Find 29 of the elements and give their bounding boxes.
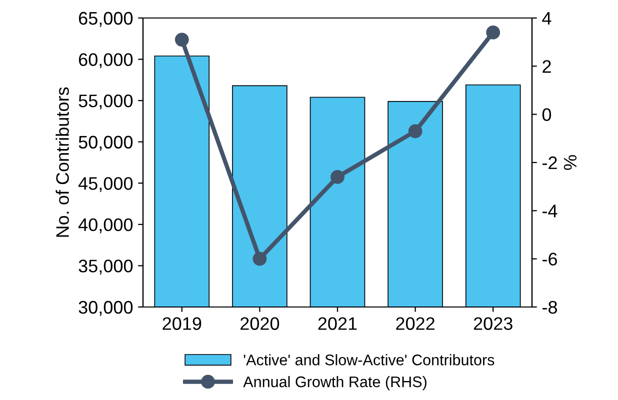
y2-tick-label: -8 [542, 300, 557, 314]
x-tick-label: 2021 [318, 317, 357, 330]
x-tick-label: 2019 [162, 317, 202, 330]
y-tick-label: 30,000 [78, 300, 133, 316]
y-tick-label: 35,000 [78, 260, 133, 275]
legend-label: 'Active' and Slow-Active' Contributors [244, 354, 494, 366]
y2-tick-label: -2 [542, 156, 557, 170]
y-tick-label: 40,000 [78, 218, 133, 234]
y2-tick-label: 0 [542, 108, 552, 122]
point [330, 170, 344, 184]
point [174, 32, 189, 47]
y-tick-label: 65,000 [78, 12, 133, 27]
y-tick-label: 50,000 [78, 136, 133, 151]
y2-axis-title: % [564, 155, 577, 170]
y2-tick-label: 2 [542, 60, 551, 73]
y2-tick-label: 4 [542, 12, 552, 25]
point [486, 26, 500, 40]
y-tick-label: 60,000 [78, 53, 133, 68]
point [408, 124, 422, 138]
x-tick-label: 2022 [396, 317, 434, 330]
x-tick-label: 2023 [474, 317, 512, 330]
y-tick-label: 55,000 [78, 94, 133, 110]
y2-tick-label: -6 [542, 252, 557, 266]
legend-label: Annual Growth Rate (RHS) [243, 376, 426, 390]
y-tick-label: 45,000 [78, 177, 133, 192]
y2-tick-label: -4 [542, 204, 558, 218]
y-axis-title: No. of Contributors [56, 87, 69, 237]
point [252, 252, 267, 266]
x-tick-label: 2020 [240, 317, 280, 330]
